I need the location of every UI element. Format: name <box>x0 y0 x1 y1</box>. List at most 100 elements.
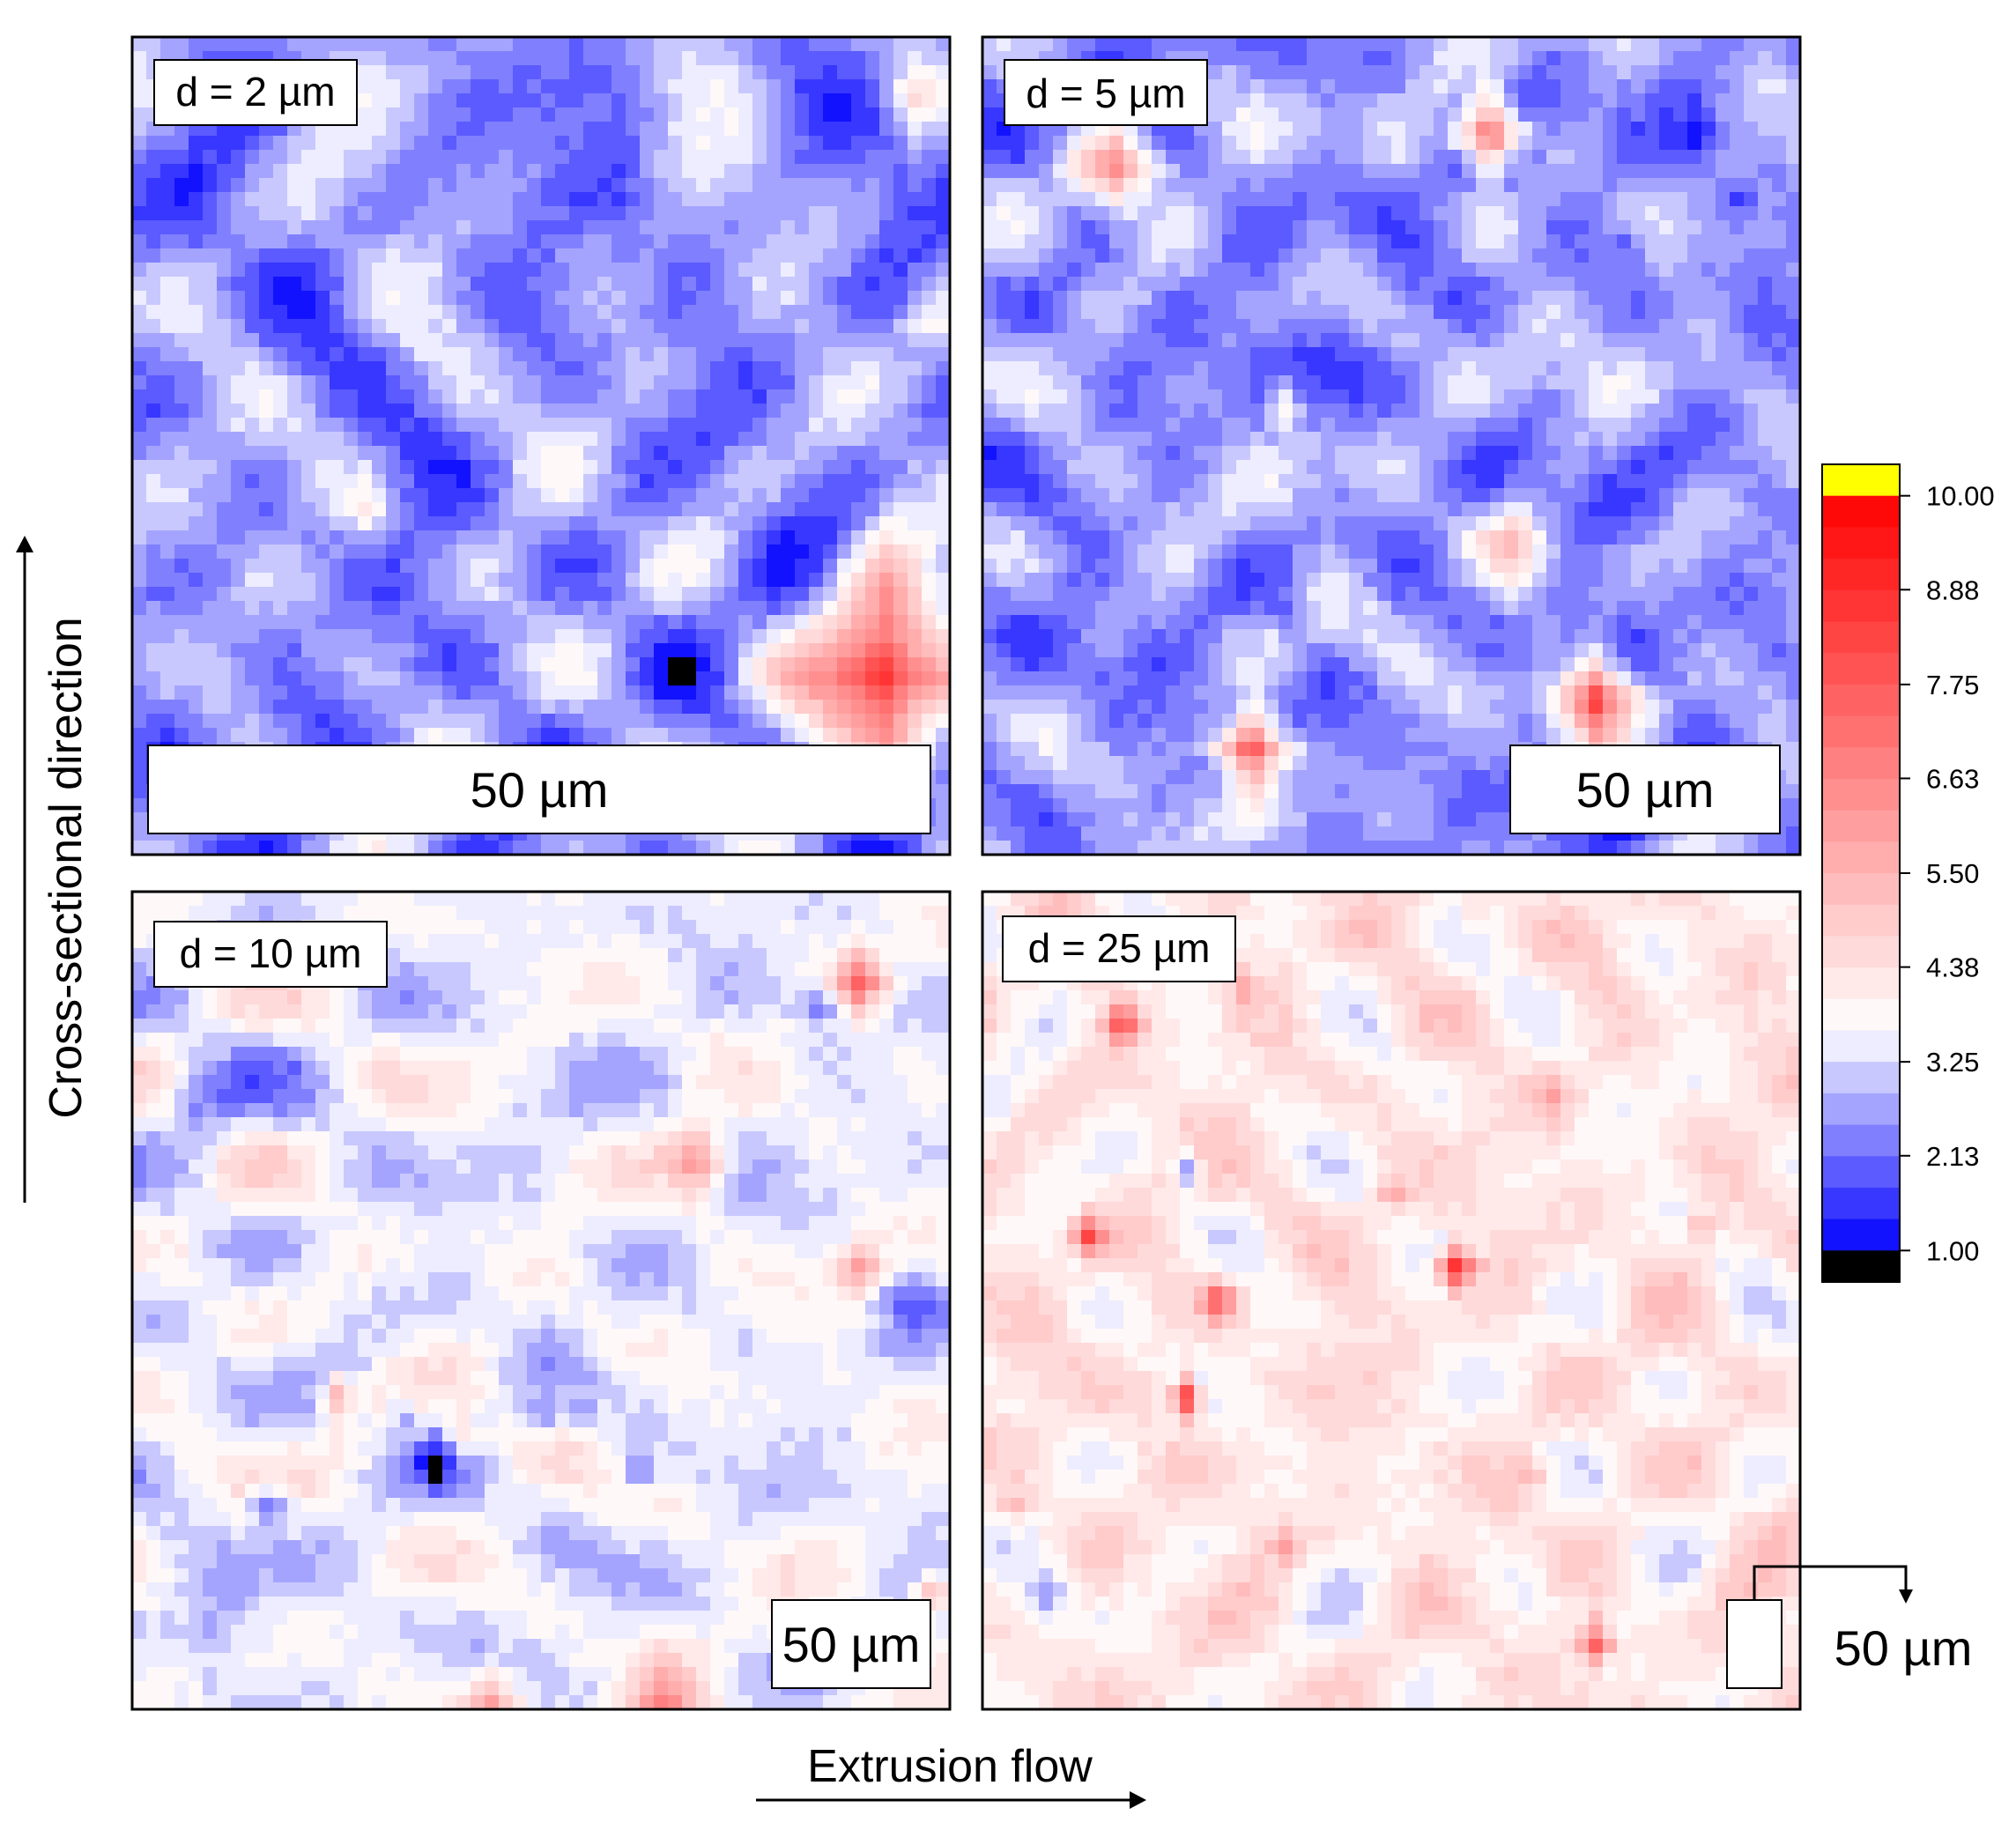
heatmap-cell <box>626 615 641 630</box>
heatmap-cell <box>555 361 570 376</box>
heatmap-cell <box>245 700 260 715</box>
heatmap-cell <box>569 136 584 151</box>
heatmap-cell <box>583 305 598 320</box>
heatmap-cell <box>597 545 612 559</box>
heatmap-cell <box>767 629 782 644</box>
heatmap-cell <box>1758 164 1773 179</box>
heatmap-cell <box>710 93 725 108</box>
heatmap-cell <box>400 545 415 559</box>
heatmap-cell <box>358 150 373 165</box>
heatmap-cell <box>442 206 457 221</box>
heatmap-cell <box>245 263 260 278</box>
heatmap-cell <box>1617 37 1632 52</box>
heatmap-cell <box>1109 234 1124 249</box>
heatmap-cell <box>330 615 345 630</box>
heatmap-cell <box>330 474 345 489</box>
heatmap-cell <box>1011 164 1026 179</box>
heatmap-cell <box>1645 404 1660 419</box>
heatmap-cell <box>1025 136 1040 151</box>
heatmap-cell <box>1067 178 1082 193</box>
heatmap-cell <box>1264 136 1279 151</box>
heatmap-cell <box>1490 234 1505 249</box>
heatmap-cell <box>908 573 923 588</box>
heatmap-cell <box>231 460 246 475</box>
heatmap-cell <box>597 488 612 503</box>
heatmap-cell <box>456 460 471 475</box>
heatmap-cell <box>344 220 359 235</box>
heatmap-cell <box>1081 37 1096 52</box>
heatmap-cell <box>1307 136 1322 151</box>
heatmap-cell <box>146 277 161 292</box>
heatmap-cell <box>203 671 218 686</box>
heatmap-cell <box>203 347 218 362</box>
heatmap-cell <box>499 587 514 602</box>
heatmap-cell <box>189 516 204 531</box>
heatmap-cell <box>428 93 443 108</box>
heatmap-cell <box>1716 319 1731 334</box>
heatmap-cell <box>456 700 471 715</box>
heatmap-cell <box>231 615 246 630</box>
heatmap-cell <box>1222 93 1237 108</box>
heatmap-cell <box>174 263 189 278</box>
heatmap-cell <box>1293 51 1308 66</box>
heatmap-cell <box>1123 347 1138 362</box>
heatmap-cell <box>174 841 189 855</box>
heatmap-cell <box>414 460 429 475</box>
heatmap-cell <box>837 220 852 235</box>
heatmap-cell <box>696 516 711 531</box>
heatmap-cell <box>400 657 415 672</box>
heatmap-cell <box>738 488 753 503</box>
heatmap-cell <box>682 474 697 489</box>
heatmap-cell <box>414 319 429 334</box>
heatmap-cell <box>1250 150 1265 165</box>
heatmap-cell <box>174 333 189 348</box>
heatmap-cell <box>231 685 246 700</box>
heatmap-cell <box>611 559 626 574</box>
heatmap-cell <box>626 220 641 235</box>
heatmap-cell <box>583 150 598 165</box>
heatmap-cell <box>1560 93 1575 108</box>
heatmap-cell <box>781 206 796 221</box>
heatmap-cell <box>217 488 232 503</box>
heatmap-cell <box>922 234 937 249</box>
heatmap-cell <box>982 347 997 362</box>
heatmap-cell <box>569 474 584 489</box>
heatmap-cell <box>1758 305 1773 320</box>
heatmap-cell <box>217 841 232 855</box>
heatmap-cell <box>189 277 204 292</box>
heatmap-cell <box>1419 248 1434 263</box>
heatmap-cell <box>1039 347 1054 362</box>
heatmap-cell <box>654 93 669 108</box>
heatmap-cell <box>1349 107 1364 122</box>
heatmap-cell <box>583 587 598 602</box>
heatmap-cell <box>428 474 443 489</box>
heatmap-cell <box>315 248 330 263</box>
heatmap-cell <box>1617 65 1632 80</box>
heatmap-cell <box>1335 107 1350 122</box>
heatmap-cell <box>724 206 739 221</box>
heatmap-cell <box>1575 389 1590 404</box>
heatmap-cell <box>936 502 950 517</box>
heatmap-cell <box>273 615 288 630</box>
heatmap-cell <box>851 248 866 263</box>
heatmap-cell <box>1067 333 1082 348</box>
heatmap-cell <box>1180 347 1195 362</box>
heatmap-cell <box>1391 319 1406 334</box>
heatmap-cell <box>1687 319 1702 334</box>
heatmap-cell <box>499 37 514 52</box>
heatmap-cell <box>1321 51 1336 66</box>
heatmap-cell <box>752 474 767 489</box>
heatmap-cell <box>1575 136 1590 151</box>
heatmap-cell <box>1293 248 1308 263</box>
heatmap-cell <box>442 291 457 306</box>
heatmap-cell <box>893 37 908 52</box>
heatmap-cell <box>1758 291 1773 306</box>
heatmap-cell <box>696 248 711 263</box>
heatmap-cell <box>724 263 739 278</box>
heatmap-cell <box>851 601 866 616</box>
heatmap-cell <box>597 700 612 715</box>
heatmap-cell <box>1476 404 1491 419</box>
heatmap-cell <box>738 404 753 419</box>
heatmap-cell <box>217 615 232 630</box>
heatmap-cell <box>879 488 894 503</box>
